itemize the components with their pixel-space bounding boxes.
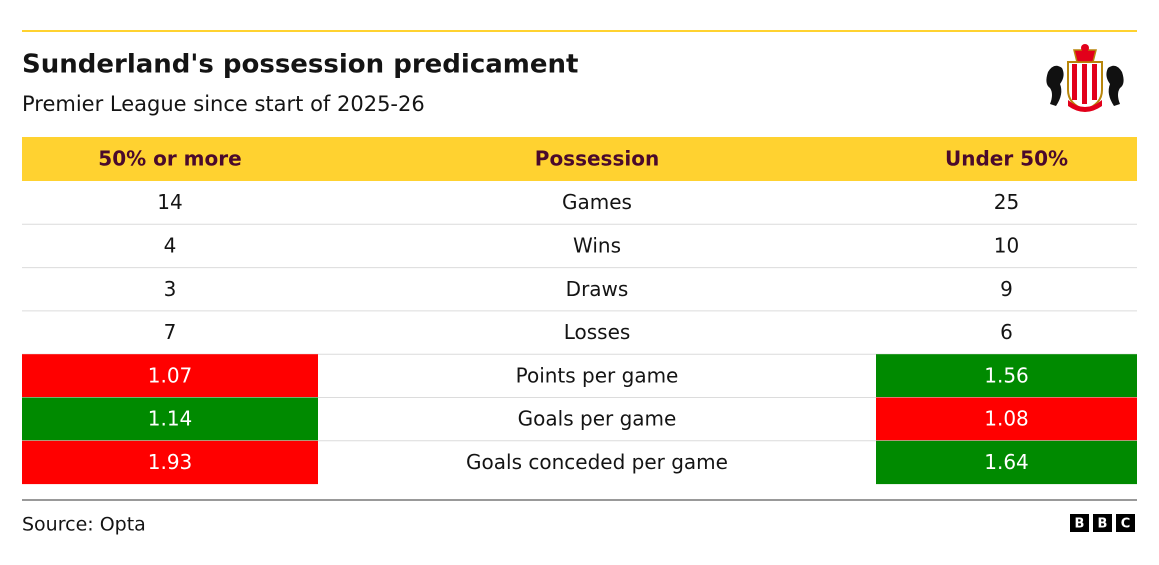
column-header: Under 50% [945, 147, 1068, 171]
cell-value: 6 [1000, 320, 1013, 344]
source: Source: Opta [22, 514, 146, 536]
cell-value: 25 [994, 190, 1019, 214]
logo-letter: C [1121, 517, 1131, 532]
club-badge [1046, 44, 1124, 112]
cell-value: 4 [164, 233, 177, 257]
cell-value: 7 [164, 320, 177, 344]
row-label: Wins [573, 233, 621, 257]
table: 50% or more Possession Under 50% 14 Games 25 4… [22, 137, 1137, 485]
logo-letter: B [1075, 517, 1085, 532]
row-label: Goals conceded per game [466, 450, 728, 474]
cell-value: 1.56 [984, 363, 1029, 387]
cell-highlight [22, 440, 318, 485]
cell-highlight [876, 397, 1137, 441]
cell-value: 1.93 [148, 450, 193, 474]
column-header: Possession [535, 147, 659, 171]
cell-value: 9 [1000, 277, 1013, 301]
logo-block [1093, 514, 1112, 532]
cell-highlight [22, 397, 318, 441]
logo-block [1116, 514, 1135, 532]
cell-value: 10 [994, 233, 1019, 257]
cell-value: 1.14 [148, 407, 193, 431]
row-label: Games [562, 190, 632, 214]
title: Sunderland's possession predicament [22, 50, 578, 80]
cell-value: 1.64 [984, 450, 1029, 474]
row-label: Losses [564, 320, 631, 344]
cell-value: 1.07 [148, 363, 193, 387]
logo-letter: B [1098, 517, 1108, 532]
subtitle: Premier League since start of 2025-26 [22, 92, 425, 116]
cell-value: 3 [164, 277, 177, 301]
header-row [22, 137, 1137, 181]
row-label: Points per game [516, 363, 679, 387]
row-label: Goals per game [518, 407, 677, 431]
column-header: 50% or more [98, 147, 241, 171]
cell-value: 1.08 [984, 407, 1029, 431]
cell-value: 14 [157, 190, 182, 214]
cell-highlight [876, 354, 1137, 398]
cell-highlight [22, 354, 318, 398]
row-label: Draws [566, 277, 629, 301]
logo-block [1070, 514, 1089, 532]
cell-highlight [876, 440, 1137, 485]
